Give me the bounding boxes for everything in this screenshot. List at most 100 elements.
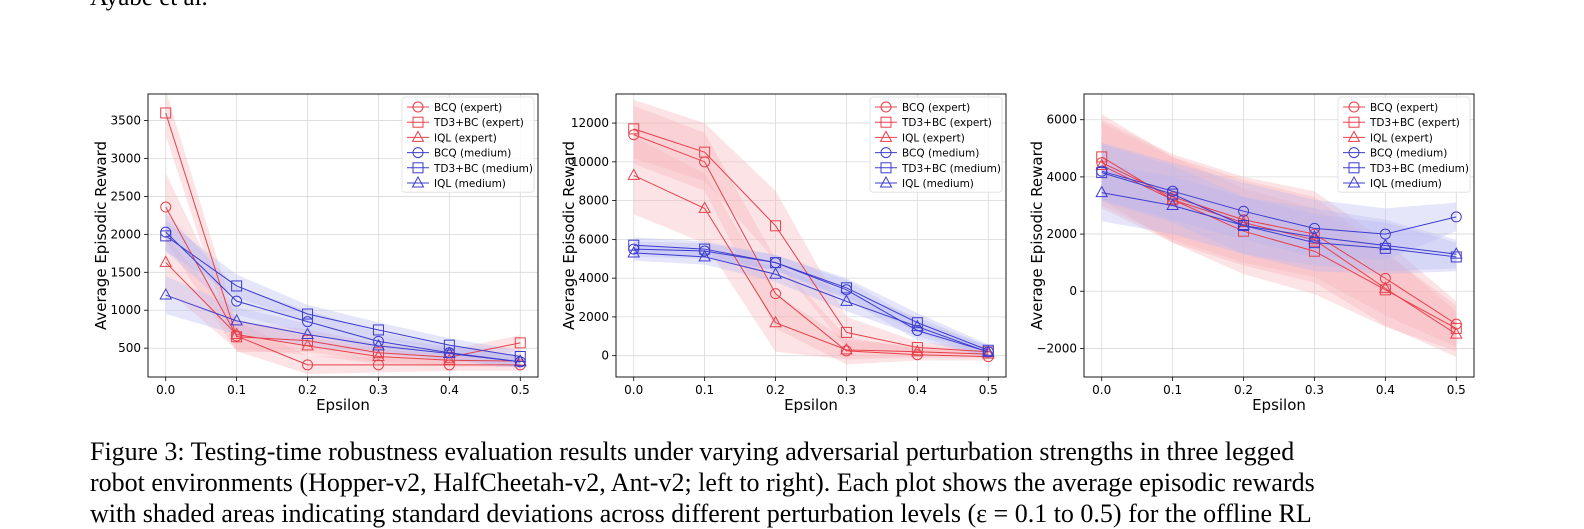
x-tick-label: 0.4 (908, 383, 927, 397)
data-point (769, 267, 782, 279)
figure-caption: Figure 3: Testing-time robustness evalua… (90, 436, 1490, 529)
std-band (165, 235, 521, 368)
y-tick-label: 500 (118, 341, 141, 355)
std-band (165, 220, 521, 363)
std-band (633, 245, 989, 359)
legend-marker (1348, 101, 1360, 113)
caption-line-3: with shaded areas indicating standard de… (90, 499, 1312, 528)
data-point (698, 249, 711, 262)
data-point (911, 342, 923, 354)
x-tick-label: 0.3 (369, 383, 388, 397)
legend-item: TD3+BC (medium) (875, 162, 1001, 175)
y-axis-label: Average Episodic Reward (1028, 141, 1046, 330)
legend-label: BCQ (medium) (1370, 148, 1447, 160)
x-tick-label: 0.2 (298, 383, 317, 397)
legend-label: TD3+BC (medium) (433, 163, 533, 175)
std-band (633, 237, 989, 357)
legend-label: IQL (medium) (1370, 178, 1442, 190)
x-tick-label: 0.0 (624, 383, 643, 397)
std-bands (1101, 114, 1457, 357)
legend-item: IQL (medium) (875, 175, 974, 190)
data-point (1449, 327, 1463, 339)
data-point (1308, 245, 1320, 257)
legend-marker (880, 116, 892, 128)
std-band (1101, 144, 1457, 275)
legend-item: BCQ (medium) (407, 147, 511, 160)
y-tick-label: 6000 (1046, 113, 1077, 127)
x-tick-label: 0.2 (766, 383, 785, 397)
data-point (159, 255, 173, 267)
legend-marker (1347, 175, 1361, 188)
legend-marker (879, 130, 893, 142)
series-line (1101, 170, 1457, 235)
data-point (1166, 198, 1179, 210)
legend: BCQ (expert) TD3+BC (expert) IQL (expert) B… (869, 96, 1003, 193)
data-point (1379, 284, 1391, 296)
legend-label: TD3+BC (expert) (901, 117, 992, 129)
y-tick-label: 1500 (110, 265, 141, 279)
data-point (1450, 322, 1462, 334)
legend-marker (1348, 147, 1360, 159)
legend-label: TD3+BC (medium) (901, 163, 1001, 175)
legend-marker (1348, 162, 1360, 174)
x-tick-label: 0.4 (1376, 383, 1395, 397)
series-line (633, 252, 989, 353)
chart-panel-3: 0.0 0.1 0.2 0.3 0.4 0.5 −2000 0 2000 4000 6000 Epsi… (1028, 93, 1475, 414)
legend-label: IQL (medium) (902, 178, 974, 190)
legend-box (1337, 96, 1471, 193)
data-point (698, 201, 711, 213)
legend-label: IQL (expert) (902, 132, 965, 144)
data-point (981, 345, 995, 357)
series-3 (627, 168, 995, 359)
legend-item: BCQ (medium) (875, 147, 979, 160)
legend-label: BCQ (expert) (902, 102, 970, 114)
data-point (372, 347, 384, 359)
x-tick-label: 0.0 (1092, 383, 1111, 397)
data-point (231, 295, 243, 307)
data-point (911, 319, 924, 332)
legend-label: BCQ (expert) (434, 102, 502, 114)
legend-marker (412, 101, 424, 113)
legend-item: BCQ (expert) (1343, 101, 1438, 114)
legend-label: IQL (medium) (434, 178, 506, 190)
grid (1084, 94, 1474, 377)
data-point (911, 344, 924, 357)
series-line (165, 294, 521, 363)
x-tick-label: 0.5 (979, 383, 998, 397)
data-point (443, 346, 456, 358)
y-tick-label: −2000 (1036, 341, 1077, 355)
data-point (1308, 237, 1320, 249)
legend-item: IQL (expert) (407, 130, 497, 144)
legend-marker (411, 130, 425, 142)
legend-marker (880, 147, 892, 159)
data-point (840, 345, 852, 357)
data-point (302, 316, 314, 328)
x-tick-label: 0.0 (156, 383, 175, 397)
data-point (443, 353, 456, 365)
data-point (840, 294, 853, 306)
plot-frame (615, 93, 1007, 378)
legend-item: IQL (expert) (1343, 130, 1433, 144)
series-line (633, 244, 989, 351)
std-band (633, 241, 989, 358)
legend-label: BCQ (medium) (902, 148, 979, 160)
data-point (1308, 229, 1321, 242)
y-tick-label: 4000 (1046, 170, 1077, 184)
data-point (160, 107, 172, 119)
x-axis-label: Epsilon (316, 396, 370, 414)
data-point (302, 308, 314, 320)
data-point (1237, 215, 1250, 228)
series-5 (160, 230, 526, 363)
series-6 (159, 288, 527, 367)
y-tick-label: 8000 (578, 194, 609, 208)
data-point (514, 337, 526, 349)
data-point (1308, 228, 1320, 240)
legend-marker (412, 116, 424, 128)
legend-item: IQL (medium) (1343, 175, 1442, 190)
series-line (1101, 172, 1457, 258)
legend-marker (880, 162, 892, 174)
y-axis-label: Average Episodic Reward (560, 141, 578, 330)
series-line (165, 231, 521, 363)
legend-item: BCQ (medium) (1343, 147, 1447, 160)
data-point (301, 338, 314, 351)
